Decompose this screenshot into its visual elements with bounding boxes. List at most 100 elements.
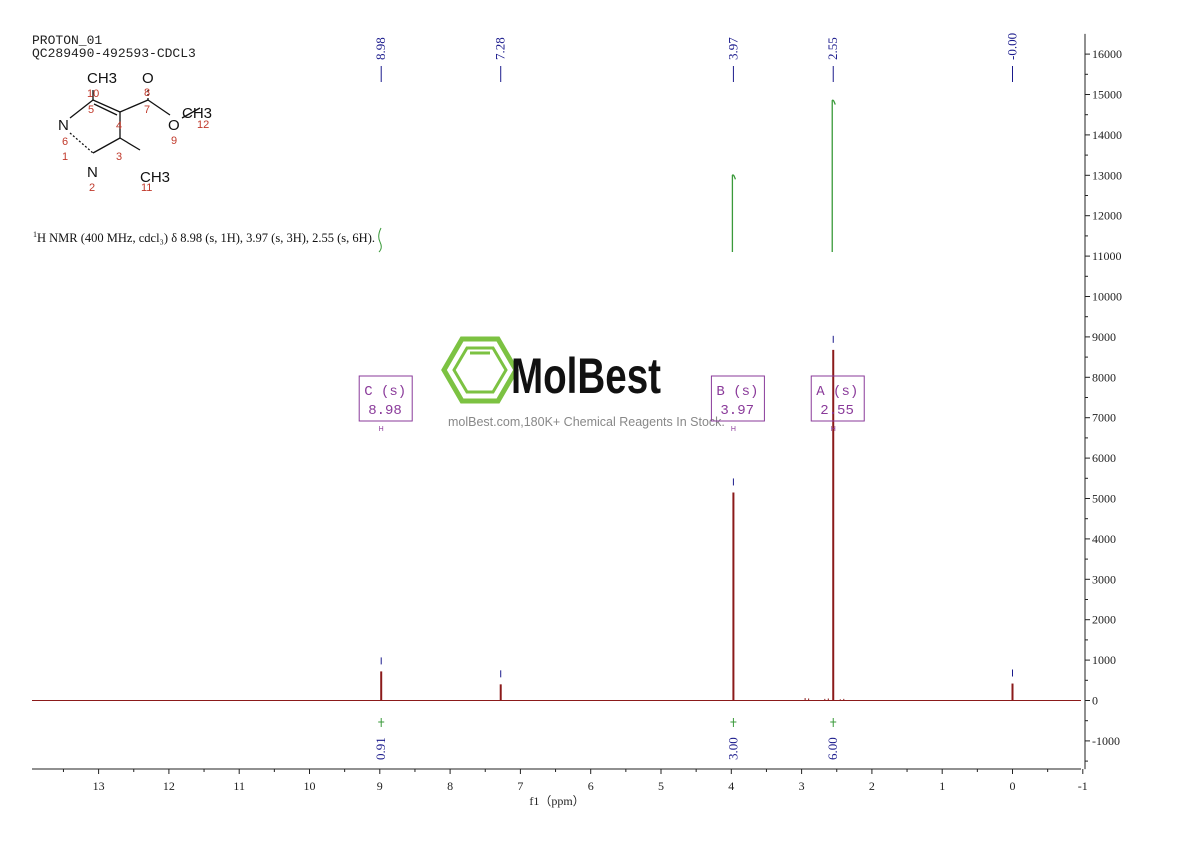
y-tick-label: 9000 [1092,330,1116,344]
atom-label: N [58,117,69,134]
atom-number: 4 [116,120,122,132]
atom-number: 2 [89,182,95,194]
atom-label: CH3 [182,105,212,122]
integral-curve [731,174,737,253]
y-tick-label: 12000 [1092,209,1122,223]
x-tick-label: 2 [869,779,875,793]
multiplet-shift: 2.55 [820,403,854,419]
bond [92,99,121,113]
x-tick-label: 3 [799,779,805,793]
multiplet-h-mark: H [831,426,836,433]
description-superscript: 1 [33,230,37,239]
atom-number: 6 [62,136,68,148]
atom-number: 3 [116,151,122,163]
y-tick-label: 2000 [1092,613,1116,627]
peak-label: 7.28 [493,37,508,60]
multiplet-name: C (s) [364,384,406,400]
y-tick-label: 6000 [1092,451,1116,465]
watermark-brand: MolBest [511,348,661,404]
x-tick-label: 9 [377,779,383,793]
nmr-description: 1H NMR (400 MHz, cdcl₃) δ 8.98 (s, 1H), … [33,230,375,245]
y-tick-label: 8000 [1092,370,1116,384]
integration-values: 0.91 3.00 6.00 [373,718,840,760]
y-tick-label: 10000 [1092,290,1122,304]
peak-label: 3.97 [725,37,740,60]
y-tick-label: 13000 [1092,168,1122,182]
x-tick-label: 5 [658,779,664,793]
bond [147,99,171,116]
atom-number: 10 [87,88,99,100]
spectrum-title: PROTON_01 [32,33,102,48]
y-tick-label: -1000 [1092,734,1120,748]
integral-curve [831,99,836,253]
y-tick-label: 7000 [1092,411,1116,425]
x-tick-label: 1 [939,779,945,793]
atom-number: 11 [141,182,152,194]
peak-labels: 8.98 7.28 3.97 2.55 -0.00 [373,33,1020,678]
watermark-tagline: molBest.com,180K+ Chemical Reagents In S… [448,415,725,429]
atom-label: CH3 [140,169,170,186]
multiplet-shift: 8.98 [368,403,402,419]
x-tick-label: 6 [588,779,594,793]
peak-label: -0.00 [1005,33,1020,60]
integral-mark [378,227,382,253]
atom-number: 5 [88,104,94,116]
atom-label: N [87,164,98,181]
y-tick-label: 15000 [1092,88,1122,102]
atom-label: CH3 [87,70,117,87]
y-tick-label: 11000 [1092,249,1122,263]
atom-label: O [142,70,154,87]
multiplet-boxes: C (s) 8.98 H B (s) 3.97 H A (s) 2.55 H [358,375,865,433]
bond [93,103,118,116]
x-tick-label: 10 [304,779,316,793]
x-tick-label: 13 [93,779,105,793]
atom-number: 8 [144,87,150,99]
spectrum-trace [32,349,1081,701]
x-tick-label: 11 [233,779,245,793]
peak-label: 8.98 [373,37,388,60]
atom-label: O [168,117,180,134]
x-tick-label: 7 [517,779,523,793]
multiplet-box [358,375,413,422]
bond [69,99,94,119]
multiplet-name: B (s) [716,384,758,400]
integration-value: 0.91 [373,737,388,760]
y-tick-label: 1000 [1092,653,1116,667]
y-tick-label: 14000 [1092,128,1122,142]
atom-number: 12 [197,119,209,131]
bond [92,137,121,154]
multiplet-shift: 3.97 [720,403,754,419]
atom-number: 7 [144,104,150,116]
multiplet-h-mark: H [731,426,736,433]
sample-id: QC289490-492593-CDCL3 [32,46,196,61]
integration-value: 3.00 [725,737,740,760]
multiplet-h-mark: H [379,426,384,433]
bond [119,99,149,113]
y-tick-label: 5000 [1092,492,1116,506]
y-tick-label: 4000 [1092,532,1116,546]
watermark-logo-icon [441,336,519,404]
x-tick-label: -1 [1078,779,1088,793]
y-tick-label: 16000 [1092,47,1122,61]
y-tick-label: 3000 [1092,572,1116,586]
x-tick-label: 12 [163,779,175,793]
integral-curves [378,99,836,253]
x-tick-label: 0 [1010,779,1016,793]
multiplet-box [710,375,765,422]
x-tick-label: 4 [728,779,734,793]
multiplet-box [810,375,865,422]
bond-dashed [69,132,94,154]
bond [181,107,201,119]
x-axis-label: f1（ppm） [529,794,584,808]
peak-label: 2.55 [825,37,840,60]
x-tick-label: 8 [447,779,453,793]
multiplet-name: A (s) [816,384,858,400]
y-tick-label: 0 [1092,694,1098,708]
watermark: MolBest molBest.com,180K+ Chemical Reage… [441,336,725,429]
atom-number: 9 [171,135,177,147]
integration-value: 6.00 [825,737,840,760]
axes: 13 12 11 10 9 8 7 6 5 4 3 2 1 0 -1f1（ppm）1600015000140… [32,33,1122,808]
